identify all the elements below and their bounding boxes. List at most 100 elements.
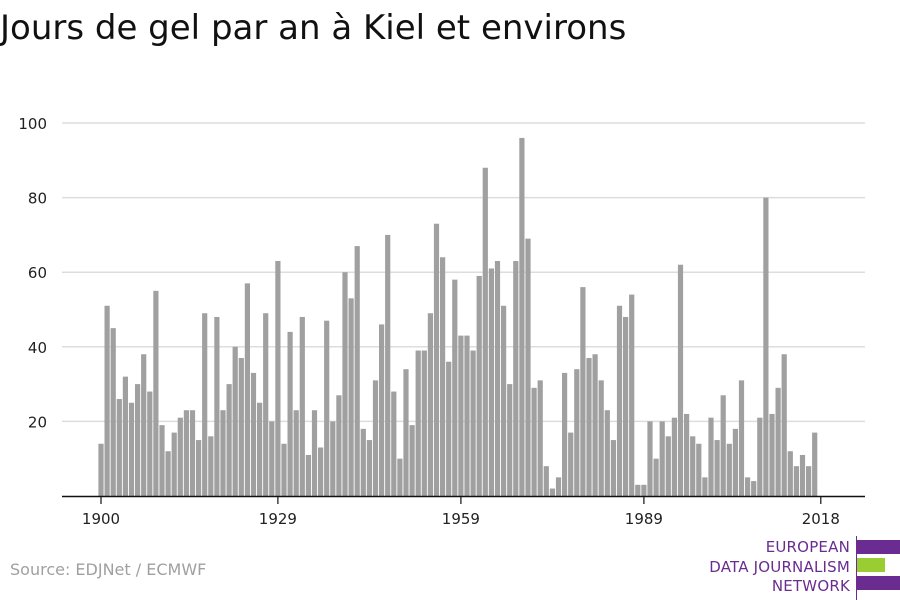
bar <box>110 328 116 496</box>
bar <box>470 350 476 496</box>
bar <box>799 454 806 496</box>
bar <box>269 421 275 496</box>
bar <box>409 425 415 496</box>
bar <box>671 417 677 496</box>
bar <box>738 380 745 496</box>
bar <box>452 279 458 496</box>
x-tick-label: 1959 <box>442 510 480 528</box>
bar <box>604 410 610 496</box>
bar <box>257 402 263 496</box>
chart-title: Jours de gel par an à Kiel et environs <box>0 8 627 48</box>
bar <box>263 313 269 496</box>
bar <box>812 432 818 496</box>
bar <box>659 421 665 496</box>
bar <box>769 413 775 496</box>
x-tick-label: 1929 <box>259 510 297 528</box>
bar <box>433 223 440 496</box>
bar <box>586 357 592 496</box>
bar <box>629 294 635 496</box>
logo-divider <box>856 536 857 600</box>
bar <box>494 261 501 496</box>
bar <box>208 436 214 496</box>
logo-line-2: DATA JOURNALISM <box>709 558 850 576</box>
bar <box>348 298 354 496</box>
bar <box>677 264 684 496</box>
bar <box>562 372 568 496</box>
bar <box>171 432 177 496</box>
x-axis-ticks: 1900 1929 1959 1989 2018 <box>82 496 840 528</box>
bar <box>781 354 787 496</box>
bar <box>702 477 708 496</box>
bar <box>421 350 427 496</box>
bar <box>391 391 397 496</box>
bar <box>708 417 714 496</box>
x-tick-label: 1989 <box>625 510 663 528</box>
bar <box>446 361 452 496</box>
bar <box>324 320 330 496</box>
bar <box>122 376 128 496</box>
bar <box>519 137 525 497</box>
bar <box>415 350 421 496</box>
bar <box>372 380 379 496</box>
bar <box>159 425 165 496</box>
bar <box>592 354 598 496</box>
bar <box>244 283 250 496</box>
bar <box>98 443 104 496</box>
y-axis-ticks: 20 40 60 80 100 <box>18 115 47 431</box>
bar <box>726 443 732 496</box>
bar <box>379 324 385 496</box>
bar <box>196 440 202 496</box>
bar <box>360 428 366 496</box>
bar <box>183 410 189 496</box>
bar <box>287 331 293 496</box>
bar <box>665 436 671 496</box>
bar <box>488 268 494 496</box>
bar <box>116 399 122 496</box>
bar <box>635 484 641 496</box>
source-note: Source: EDJNet / ECMWF <box>10 560 207 579</box>
bar <box>397 458 403 496</box>
bar <box>525 238 531 496</box>
bar <box>696 443 702 496</box>
bar <box>507 384 513 496</box>
logo-line-1: EUROPEAN <box>765 538 850 556</box>
bar <box>336 395 342 496</box>
y-tick-label: 20 <box>28 413 47 431</box>
y-tick-label: 100 <box>18 115 47 133</box>
logo-bar-green <box>857 558 885 572</box>
bar <box>751 481 757 496</box>
bar <box>616 305 623 496</box>
bar <box>549 488 555 496</box>
bar <box>354 246 360 496</box>
logo-bar-purple-bottom <box>857 576 900 590</box>
bar <box>745 477 751 496</box>
bar <box>220 410 226 496</box>
bar <box>202 313 208 496</box>
bar <box>793 466 799 496</box>
bar <box>311 410 318 496</box>
bar <box>610 440 616 496</box>
bar <box>305 454 311 496</box>
bar <box>153 290 159 496</box>
bar <box>513 261 519 496</box>
bar <box>238 357 244 496</box>
y-tick-label: 40 <box>28 339 47 357</box>
bar <box>543 466 549 496</box>
x-tick-label: 1900 <box>82 510 120 528</box>
bar <box>806 466 812 496</box>
bar <box>458 335 464 496</box>
y-tick-label: 60 <box>28 264 47 282</box>
bar <box>714 440 720 496</box>
bar <box>226 384 232 496</box>
bar <box>104 305 110 496</box>
bar <box>135 384 141 496</box>
bar <box>580 287 586 496</box>
bar <box>775 387 781 496</box>
bar <box>684 413 690 496</box>
bar <box>757 417 763 496</box>
bar <box>787 451 793 496</box>
bar <box>574 369 580 496</box>
bar <box>141 354 147 496</box>
bar <box>293 410 299 496</box>
bar <box>366 440 372 496</box>
